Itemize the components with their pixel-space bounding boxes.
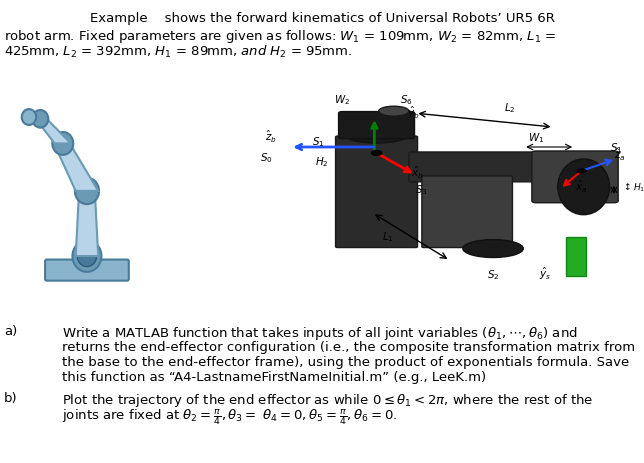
Text: $S_1$: $S_1$ [609,141,622,155]
Circle shape [77,245,97,267]
Text: $\updownarrow H_1$: $\updownarrow H_1$ [623,182,644,194]
Circle shape [72,240,102,272]
Text: $\hat{x}_b$: $\hat{x}_b$ [411,164,424,181]
Text: $\hat{z}_b$: $\hat{z}_b$ [265,129,278,145]
FancyBboxPatch shape [422,176,513,248]
Text: $S_3$: $S_3$ [415,183,428,197]
Circle shape [75,178,99,204]
Text: Example    shows the forward kinematics of Universal Robots’ UR5 6R: Example shows the forward kinematics of … [90,12,554,25]
Text: joints are fixed at $\theta_2 = \frac{\pi}{4}, \theta_3 =\ \theta_4 = 0, \theta_: joints are fixed at $\theta_2 = \frac{\p… [62,407,397,427]
Circle shape [32,110,48,128]
Text: $\hat{y}_s$: $\hat{y}_s$ [539,266,551,282]
FancyBboxPatch shape [336,136,417,248]
FancyBboxPatch shape [409,152,551,182]
Text: $S_6$: $S_6$ [401,93,413,107]
Text: Write a MATLAB function that takes inputs of all joint variables ($\theta_1, \cd: Write a MATLAB function that takes input… [62,325,578,342]
Circle shape [22,109,36,125]
Text: 425mm, $L_2$ = 392mm, $H_1$ = 89mm, $\mathit{and}$ $H_2$ = 95mm.: 425mm, $L_2$ = 392mm, $H_1$ = 89mm, $\ma… [4,44,352,60]
Polygon shape [55,145,98,191]
FancyBboxPatch shape [45,260,129,281]
Text: $W_1$: $W_1$ [528,131,544,145]
Text: $L_2$: $L_2$ [504,101,516,115]
Text: returns the end-effector configuration (i.e., the composite transformation matri: returns the end-effector configuration (… [62,340,635,353]
Text: $\hat{x}_a$: $\hat{x}_a$ [575,179,587,194]
Text: $W_2$: $W_2$ [334,93,350,107]
Text: $S_1$: $S_1$ [312,135,325,149]
Text: $S_2$: $S_2$ [487,269,499,282]
Text: a): a) [4,325,17,338]
Ellipse shape [342,123,411,143]
Text: robot arm. Fixed parameters are given as follows: $W_1$ = 109mm, $W_2$ = 82mm, $: robot arm. Fixed parameters are given as… [4,28,556,45]
Polygon shape [76,194,98,256]
Text: $S_0$: $S_0$ [260,151,273,165]
Text: Plot the trajectory of the end effector as while $0 \leq \theta_1 < 2\pi$, where: Plot the trajectory of the end effector … [62,392,593,409]
Text: the base to the end-effector frame), using the product of exponentials formula. : the base to the end-effector frame), usi… [62,356,629,369]
Text: $\hat{z}_a$: $\hat{z}_a$ [614,147,625,163]
FancyBboxPatch shape [339,112,415,138]
Text: this function as “A4-LastnameFirstNameInitial.m” (e.g., LeeK.m): this function as “A4-LastnameFirstNameIn… [62,371,486,384]
Circle shape [577,169,586,173]
Ellipse shape [463,239,523,257]
Text: $L_1$: $L_1$ [382,231,394,244]
Circle shape [372,150,382,156]
Ellipse shape [558,159,609,215]
Circle shape [52,132,73,155]
FancyBboxPatch shape [532,151,618,203]
Text: $\hat{y}_b$: $\hat{y}_b$ [407,105,419,121]
Polygon shape [35,119,71,144]
Text: b): b) [4,392,17,405]
Ellipse shape [379,106,409,116]
Text: $H_2$: $H_2$ [316,155,329,169]
FancyBboxPatch shape [567,237,586,276]
